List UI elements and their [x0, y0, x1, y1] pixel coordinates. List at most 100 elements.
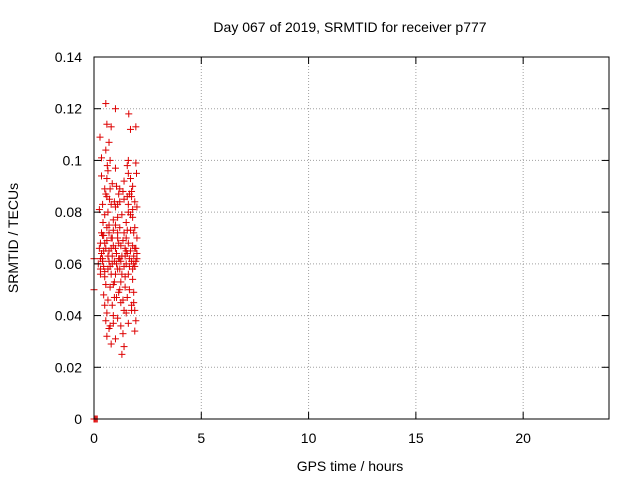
data-point	[111, 335, 119, 343]
plot-frame	[93, 56, 610, 420]
data-point	[118, 211, 126, 219]
data-point	[119, 296, 127, 304]
data-point	[124, 200, 132, 208]
data-point	[113, 250, 121, 258]
data-point	[123, 293, 131, 301]
data-point	[125, 262, 133, 270]
data-point	[117, 242, 125, 250]
data-point	[118, 270, 126, 278]
data-point	[104, 167, 112, 175]
data-point	[102, 317, 110, 325]
data-point	[123, 162, 131, 170]
data-point	[108, 301, 116, 309]
data-point	[122, 218, 130, 226]
data-point	[123, 193, 131, 201]
data-point	[108, 252, 116, 260]
data-point	[103, 332, 111, 340]
data-point	[133, 203, 141, 211]
data-point	[124, 156, 132, 164]
x-tick-label: 0	[90, 430, 98, 446]
data-point	[130, 260, 138, 268]
data-point	[109, 319, 117, 327]
data-point	[111, 203, 119, 211]
data-point	[126, 226, 134, 234]
data-point	[124, 270, 132, 278]
data-point	[116, 224, 124, 232]
data-point	[115, 288, 123, 296]
data-point	[103, 175, 111, 183]
data-point	[111, 164, 119, 172]
data-point	[111, 221, 119, 229]
data-point	[100, 247, 108, 255]
x-tick-label: 10	[301, 430, 317, 446]
data-point	[120, 177, 128, 185]
data-point	[106, 156, 114, 164]
data-point	[99, 231, 107, 239]
data-point	[103, 309, 111, 317]
data-point	[125, 110, 133, 118]
data-point	[132, 244, 140, 252]
x-tick-label: 15	[408, 430, 424, 446]
data-point	[115, 190, 123, 198]
data-point	[118, 350, 126, 358]
data-point	[96, 270, 104, 278]
data-point	[102, 100, 110, 108]
data-point	[126, 211, 134, 219]
data-point	[126, 247, 134, 255]
data-point	[113, 260, 121, 268]
y-tick-labels: 0 0.02 0.04 0.06 0.08 0.1 0.12 0.14	[55, 49, 82, 427]
data-point	[117, 322, 125, 330]
data-point	[103, 162, 111, 170]
x-tick-label: 20	[515, 430, 531, 446]
data-point	[114, 314, 122, 322]
data-point	[104, 265, 112, 273]
y-tick-label: 0.1	[63, 152, 83, 168]
data-point	[129, 182, 137, 190]
data-point	[102, 146, 110, 154]
data-point	[95, 244, 103, 252]
data-point	[110, 198, 118, 206]
y-tick-label: 0.08	[55, 204, 82, 220]
data-point	[113, 293, 121, 301]
data-point	[104, 296, 112, 304]
data-point	[133, 250, 141, 258]
data-point	[121, 252, 129, 260]
data-point	[132, 317, 140, 325]
data-point	[121, 283, 129, 291]
data-point	[124, 239, 132, 247]
data-point	[120, 343, 128, 351]
data-point	[116, 265, 124, 273]
data-point	[102, 281, 110, 289]
data-point	[132, 123, 140, 131]
data-point	[101, 239, 109, 247]
data-point	[111, 105, 119, 113]
data-point	[96, 133, 104, 141]
data-point	[126, 175, 134, 183]
x-axis-label: GPS time / hours	[297, 458, 404, 474]
data-point	[126, 125, 134, 133]
y-axis-label: SRMTID / TECUs	[5, 183, 21, 293]
data-point	[130, 288, 138, 296]
data-point	[132, 169, 140, 177]
data-point	[109, 226, 117, 234]
data-point	[131, 327, 139, 335]
data-point	[114, 213, 122, 221]
data-point	[106, 185, 114, 193]
data-point	[114, 229, 122, 237]
data-point	[103, 224, 111, 232]
data-point	[133, 234, 141, 242]
data-point	[111, 244, 119, 252]
data-point	[131, 198, 139, 206]
y-tick-label: 0.14	[55, 49, 82, 65]
data-point	[105, 325, 113, 332]
y-tick-label: 0.06	[55, 256, 82, 272]
data-point	[124, 319, 132, 327]
x-tick-label: 5	[197, 430, 205, 446]
y-tick-label: 0.04	[55, 308, 82, 324]
data-point	[105, 138, 113, 146]
data-point	[119, 330, 127, 338]
data-point	[100, 262, 108, 270]
data-points	[90, 100, 141, 423]
axis-ticks	[93, 56, 609, 420]
chart-title: Day 067 of 2019, SRMTID for receiver p77…	[213, 19, 486, 35]
